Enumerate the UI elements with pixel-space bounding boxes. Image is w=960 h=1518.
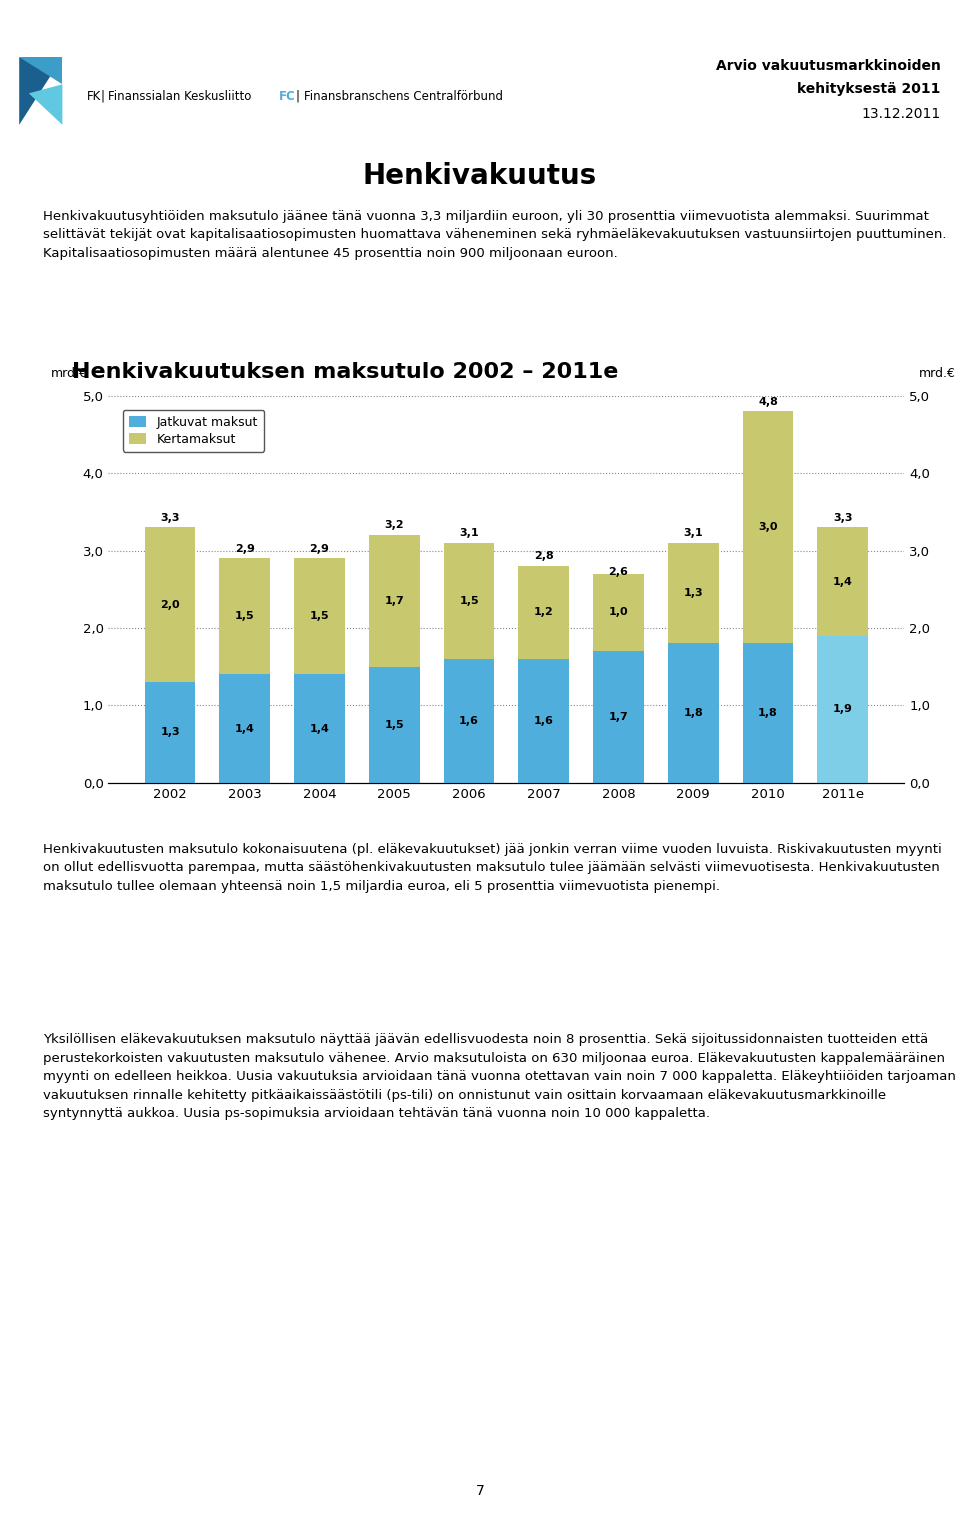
Text: 1,6: 1,6: [459, 716, 479, 726]
Text: Henkivakuutusten maksutulo kokonaisuutena (pl. eläkevakuutukset) jää jonkin verr: Henkivakuutusten maksutulo kokonaisuuten…: [43, 842, 942, 893]
Text: Finanssialan Keskusliitto: Finanssialan Keskusliitto: [108, 90, 255, 103]
Text: 1,6: 1,6: [534, 716, 554, 726]
Text: 2,9: 2,9: [235, 543, 254, 554]
Bar: [294, 674, 345, 783]
Text: FK: FK: [86, 90, 101, 103]
Bar: [743, 644, 793, 783]
Text: 1,9: 1,9: [832, 704, 852, 715]
Bar: [593, 651, 644, 783]
Bar: [369, 666, 420, 783]
Text: 1,5: 1,5: [384, 720, 404, 730]
Text: 1,8: 1,8: [758, 707, 778, 718]
Bar: [220, 674, 270, 783]
Bar: [294, 559, 345, 674]
Text: |: |: [296, 90, 300, 103]
Bar: [444, 659, 494, 783]
Text: 3,3: 3,3: [833, 513, 852, 522]
Text: 1,5: 1,5: [235, 612, 254, 621]
Text: 3,1: 3,1: [459, 528, 479, 539]
Text: 2,0: 2,0: [160, 600, 180, 610]
Text: 1,5: 1,5: [459, 597, 479, 606]
Text: 1,4: 1,4: [310, 724, 329, 733]
Text: Finansbranschens Centralförbund: Finansbranschens Centralförbund: [304, 90, 503, 103]
Text: Henkivakuutusyhtiöiden maksutulo jäänee tänä vuonna 3,3 miljardiin euroon, yli 3: Henkivakuutusyhtiöiden maksutulo jäänee …: [43, 209, 947, 260]
Text: 1,5: 1,5: [310, 612, 329, 621]
Text: 7: 7: [475, 1483, 485, 1498]
Text: |: |: [101, 90, 105, 103]
Bar: [220, 559, 270, 674]
Text: 1,4: 1,4: [832, 577, 852, 586]
Text: Henkivakuutuksen maksutulo 2002 – 2011e: Henkivakuutuksen maksutulo 2002 – 2011e: [72, 363, 618, 383]
Text: mrd.€: mrd.€: [919, 367, 956, 380]
Bar: [369, 534, 420, 666]
Text: Henkivakuutus: Henkivakuutus: [363, 162, 597, 190]
Bar: [145, 527, 196, 682]
Text: 1,0: 1,0: [609, 607, 629, 618]
Legend: Jatkuvat maksut, Kertamaksut: Jatkuvat maksut, Kertamaksut: [123, 410, 264, 452]
Bar: [743, 411, 793, 644]
Text: 3,2: 3,2: [384, 521, 404, 530]
Text: Arvio vakuutusmarkkinoiden: Arvio vakuutusmarkkinoiden: [716, 59, 941, 73]
Bar: [817, 527, 868, 636]
Text: Yksilöllisen eläkevakuutuksen maksutulo näyttää jäävän edellisvuodesta noin 8 pr: Yksilöllisen eläkevakuutuksen maksutulo …: [43, 1034, 956, 1120]
Text: 1,7: 1,7: [384, 597, 404, 606]
Polygon shape: [29, 85, 62, 124]
Text: kehityksestä 2011: kehityksestä 2011: [798, 82, 941, 96]
Text: 1,7: 1,7: [609, 712, 629, 723]
Bar: [593, 574, 644, 651]
Text: 1,8: 1,8: [684, 707, 703, 718]
Bar: [444, 543, 494, 659]
Text: 3,3: 3,3: [160, 513, 180, 522]
Bar: [518, 566, 569, 659]
Text: 2,6: 2,6: [609, 566, 629, 577]
Bar: [668, 644, 719, 783]
Text: FC: FC: [278, 90, 295, 103]
Polygon shape: [19, 58, 62, 124]
Text: 3,0: 3,0: [758, 522, 778, 533]
Text: 1,2: 1,2: [534, 607, 554, 618]
Bar: [817, 636, 868, 783]
Bar: [668, 543, 719, 644]
Text: 2,8: 2,8: [534, 551, 554, 562]
Text: 13.12.2011: 13.12.2011: [861, 108, 941, 121]
Text: 1,3: 1,3: [684, 587, 703, 598]
Text: 1,3: 1,3: [160, 727, 180, 738]
Text: 3,1: 3,1: [684, 528, 703, 539]
Bar: [145, 682, 196, 783]
Text: mrd.€: mrd.€: [51, 367, 88, 380]
Text: 1,4: 1,4: [235, 724, 254, 733]
Polygon shape: [19, 58, 62, 85]
Bar: [518, 659, 569, 783]
Text: 4,8: 4,8: [758, 396, 778, 407]
Text: 2,9: 2,9: [310, 543, 329, 554]
